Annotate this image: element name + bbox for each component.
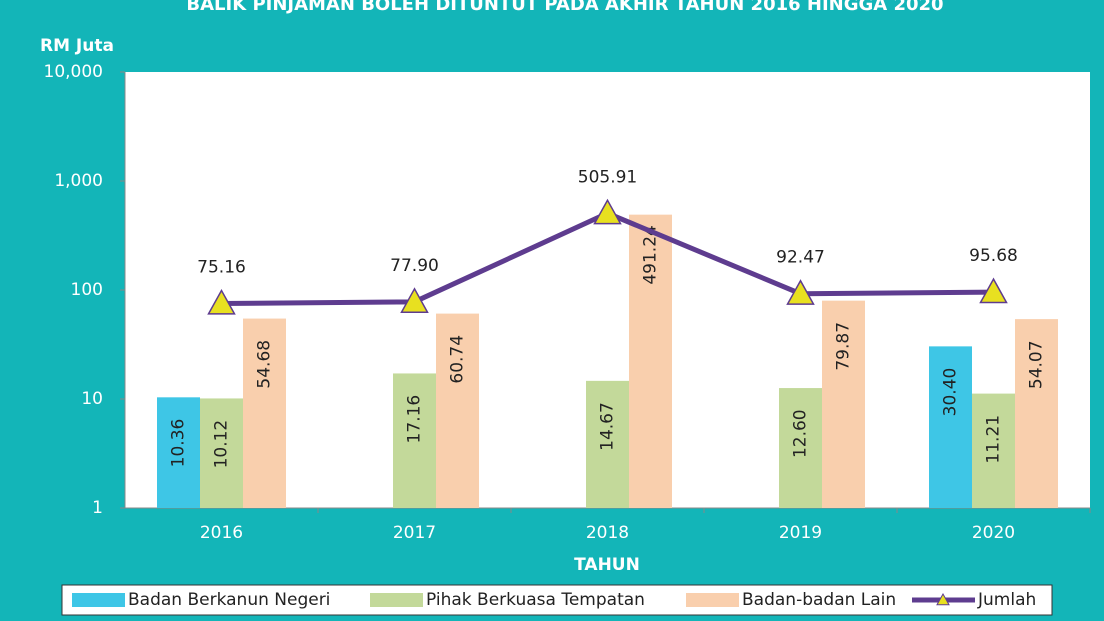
bar bbox=[157, 397, 200, 508]
marker bbox=[400, 287, 429, 313]
x-axis-title: TAHUN bbox=[574, 555, 640, 575]
bar bbox=[1015, 319, 1058, 508]
bar-value-label: 491.24 bbox=[641, 225, 661, 284]
line-value-label: 75.16 bbox=[197, 258, 246, 278]
bar bbox=[779, 388, 822, 508]
x-tick-label: 2020 bbox=[972, 523, 1015, 543]
bar bbox=[393, 373, 436, 508]
legend-label: Jumlah bbox=[977, 590, 1036, 610]
legend-swatch bbox=[686, 593, 739, 607]
x-tick-label: 2016 bbox=[200, 523, 243, 543]
y-tick-label: 10,000 bbox=[44, 62, 103, 82]
x-tick-label: 2019 bbox=[779, 523, 822, 543]
marker bbox=[207, 288, 236, 315]
bar bbox=[822, 300, 865, 508]
legend-marker bbox=[936, 592, 950, 606]
bar-value-label: 10.12 bbox=[212, 420, 232, 469]
marker bbox=[593, 198, 622, 225]
line-value-label: 77.90 bbox=[390, 256, 439, 276]
line-value-label: 505.91 bbox=[578, 167, 637, 187]
bar-value-label: 54.68 bbox=[255, 340, 275, 389]
bar-value-label: 17.16 bbox=[405, 395, 425, 444]
bar bbox=[243, 318, 286, 508]
bar-value-label: 10.36 bbox=[169, 419, 189, 468]
legend-label: Badan-badan Lain bbox=[742, 590, 896, 610]
chart-title: BALIK PINJAMAN BOLEH DITUNTUT PADA AKHIR… bbox=[186, 0, 943, 15]
marker bbox=[979, 277, 1008, 304]
line-value-label: 92.47 bbox=[776, 248, 825, 268]
legend-label: Badan Berkanun Negeri bbox=[128, 590, 330, 610]
legend bbox=[61, 584, 1053, 616]
bar-value-label: 79.87 bbox=[834, 322, 854, 371]
y-tick-label: 1,000 bbox=[54, 171, 103, 191]
x-tick-label: 2018 bbox=[586, 523, 629, 543]
bar bbox=[586, 380, 629, 508]
bar bbox=[629, 214, 672, 508]
y-tick-label: 100 bbox=[71, 280, 103, 300]
bar-value-label: 12.60 bbox=[791, 409, 811, 458]
bar bbox=[929, 346, 972, 508]
bar-value-label: 54.07 bbox=[1027, 340, 1047, 389]
bar-value-label: 30.40 bbox=[941, 368, 961, 417]
line-value-label: 95.68 bbox=[969, 246, 1018, 266]
y-axis-title: RM Juta bbox=[40, 36, 114, 56]
bar-value-label: 60.74 bbox=[448, 335, 468, 384]
bar bbox=[436, 313, 479, 508]
bar bbox=[972, 393, 1015, 508]
bar-value-label: 11.21 bbox=[984, 415, 1004, 464]
marker bbox=[786, 279, 815, 305]
x-tick-label: 2017 bbox=[393, 523, 436, 543]
legend-swatch bbox=[72, 593, 125, 607]
y-tick-label: 10 bbox=[81, 389, 103, 409]
bar-value-label: 14.67 bbox=[598, 402, 618, 451]
y-tick-label: 1 bbox=[92, 498, 103, 518]
legend-swatch bbox=[370, 593, 423, 607]
bar bbox=[200, 398, 243, 508]
legend-label: Pihak Berkuasa Tempatan bbox=[426, 590, 645, 610]
